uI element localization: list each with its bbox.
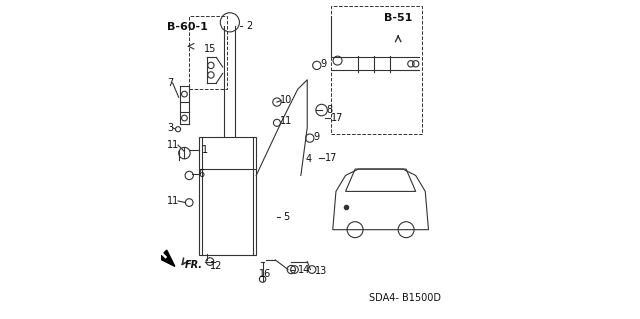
Text: 3: 3 xyxy=(167,122,173,133)
Text: FR.: FR. xyxy=(184,260,202,270)
FancyArrow shape xyxy=(159,250,175,266)
Text: 2: 2 xyxy=(246,20,253,31)
Text: 4: 4 xyxy=(306,154,312,165)
Text: 11: 11 xyxy=(167,196,179,206)
Text: 15: 15 xyxy=(204,44,216,55)
Text: SDA4- B1500D: SDA4- B1500D xyxy=(369,293,441,303)
Text: 11: 11 xyxy=(280,116,292,126)
Text: B-51: B-51 xyxy=(384,12,412,23)
Text: B-60-1: B-60-1 xyxy=(167,22,208,32)
Text: 6: 6 xyxy=(199,169,205,179)
Text: 9: 9 xyxy=(320,59,326,69)
Text: 11: 11 xyxy=(167,140,179,150)
Bar xyxy=(189,16,227,89)
Text: 1: 1 xyxy=(202,145,208,155)
Text: 17: 17 xyxy=(324,153,337,163)
Text: 17: 17 xyxy=(331,113,344,123)
Text: 8: 8 xyxy=(326,105,333,115)
Text: 13: 13 xyxy=(316,266,328,276)
Text: 10: 10 xyxy=(280,95,292,106)
Text: 16: 16 xyxy=(259,269,271,279)
Text: 7: 7 xyxy=(167,78,173,88)
Text: 14: 14 xyxy=(298,264,310,275)
Text: 5: 5 xyxy=(284,212,289,222)
Text: 9: 9 xyxy=(314,132,320,142)
Circle shape xyxy=(175,127,180,132)
Text: 12: 12 xyxy=(210,261,222,271)
Bar xyxy=(331,6,422,134)
